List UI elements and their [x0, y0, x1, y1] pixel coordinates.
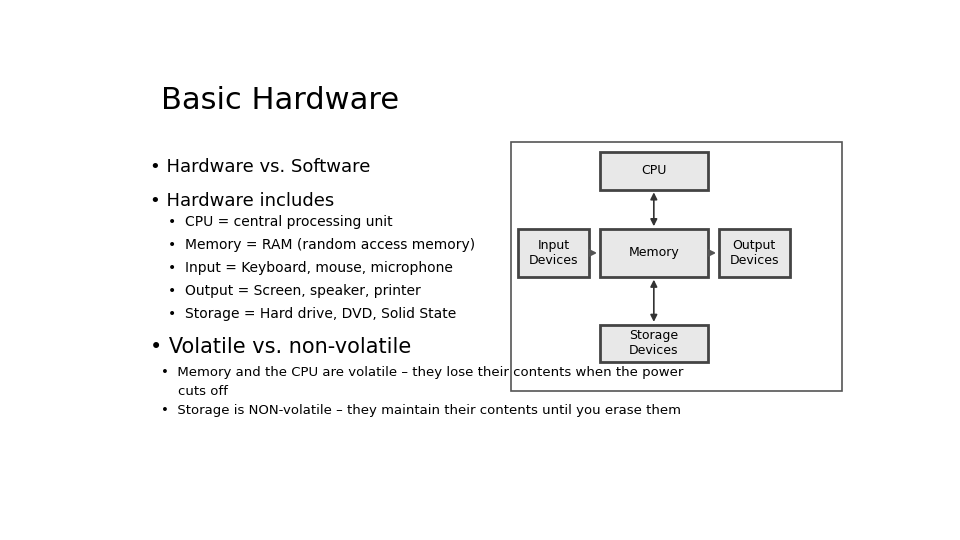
Text: Basic Hardware: Basic Hardware: [161, 85, 399, 114]
Text: cuts off: cuts off: [161, 385, 228, 398]
Text: Storage
Devices: Storage Devices: [629, 329, 679, 357]
Bar: [600, 229, 708, 277]
Text: • Hardware vs. Software: • Hardware vs. Software: [150, 158, 371, 177]
Text: •  Memory and the CPU are volatile – they lose their contents when the power: • Memory and the CPU are volatile – they…: [161, 366, 684, 379]
Text: Input
Devices: Input Devices: [529, 239, 578, 267]
Text: • Volatile vs. non-volatile: • Volatile vs. non-volatile: [150, 337, 411, 357]
Text: •  Storage is NON-volatile – they maintain their contents until you erase them: • Storage is NON-volatile – they maintai…: [161, 404, 681, 417]
Text: •  Output = Screen, speaker, printer: • Output = Screen, speaker, printer: [168, 284, 421, 298]
Text: Memory: Memory: [629, 246, 679, 259]
Text: Output
Devices: Output Devices: [730, 239, 779, 267]
Text: •  CPU = central processing unit: • CPU = central processing unit: [168, 215, 393, 230]
Text: CPU: CPU: [641, 164, 666, 177]
Bar: [518, 229, 588, 277]
Text: •  Memory = RAM (random access memory): • Memory = RAM (random access memory): [168, 238, 475, 252]
Bar: [511, 141, 842, 391]
Text: •  Storage = Hard drive, DVD, Solid State: • Storage = Hard drive, DVD, Solid State: [168, 307, 457, 321]
Text: •  Input = Keyboard, mouse, microphone: • Input = Keyboard, mouse, microphone: [168, 261, 453, 275]
Text: • Hardware includes: • Hardware includes: [150, 192, 334, 210]
Bar: [600, 152, 708, 190]
Bar: [719, 229, 789, 277]
Bar: [600, 325, 708, 362]
